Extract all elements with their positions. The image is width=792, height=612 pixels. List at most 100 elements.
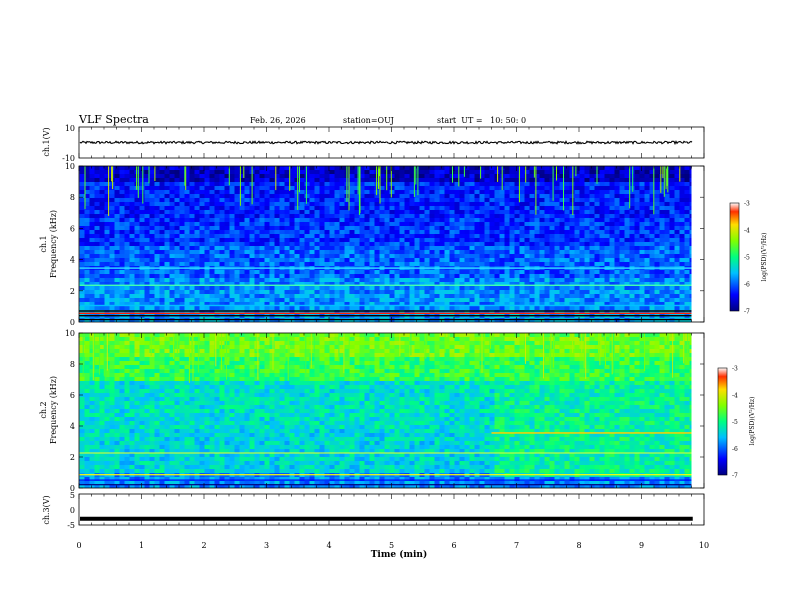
spectrogram-cell <box>689 198 692 202</box>
spectrogram-cell <box>674 198 680 202</box>
spectrogram-cell <box>179 290 185 294</box>
spectrogram-cell <box>549 274 555 278</box>
spectrogram-cell <box>234 282 240 286</box>
spectrogram-cell <box>259 254 265 258</box>
spectrogram-cell <box>454 270 460 274</box>
spectrogram-cell <box>114 242 120 246</box>
spectrogram-cell <box>359 242 365 246</box>
spectrogram-cell <box>574 190 580 194</box>
spectrogram-cell <box>264 178 270 182</box>
spectrogram-cell <box>194 250 200 254</box>
spectrogram-cell <box>459 290 465 294</box>
spectrogram-cell <box>639 250 645 254</box>
spectrogram-cell <box>364 306 370 310</box>
spectrogram-cell <box>214 250 220 254</box>
spectrogram-cell <box>584 302 590 306</box>
spectrogram-cell <box>189 206 195 210</box>
spectrogram-cell <box>294 302 300 306</box>
spectrogram-cell <box>529 222 535 226</box>
spectrogram-cell <box>584 182 590 186</box>
spectrogram-cell <box>354 218 360 222</box>
spectrogram-cell <box>229 258 235 262</box>
spectrogram-cell <box>644 210 650 214</box>
spectrogram-cell <box>429 218 435 222</box>
spectrogram-cell <box>84 198 90 202</box>
sferic-streak <box>518 166 520 203</box>
spectrogram-cell <box>114 202 120 206</box>
spectrogram-cell <box>629 310 635 314</box>
spectrogram-cell <box>524 210 530 214</box>
spectrogram-cell <box>609 238 615 242</box>
spectrogram-cell <box>669 210 675 214</box>
spectrogram-cell <box>204 298 210 302</box>
spectrogram-cell <box>234 278 240 282</box>
spectrogram-cell <box>649 230 655 234</box>
spectrogram-cell <box>569 170 575 174</box>
spectrogram-cell <box>349 202 355 206</box>
spectrogram-cell <box>684 170 690 174</box>
spectrogram-cell <box>424 230 430 234</box>
spectrogram-cell <box>419 254 425 258</box>
spectrogram-cell <box>269 202 275 206</box>
spectrogram-cell <box>199 194 205 198</box>
spectrogram-cell <box>224 190 230 194</box>
spectrogram-cell <box>89 246 95 250</box>
spectrogram-cell <box>579 218 585 222</box>
spectrogram-cell <box>514 178 520 182</box>
spectrogram-cell <box>409 270 415 274</box>
spectrogram-cell <box>454 250 460 254</box>
spectrogram-cell <box>159 298 165 302</box>
spectrogram-cell <box>669 186 675 190</box>
spectrogram-cell <box>429 198 435 202</box>
spectrogram-cell <box>599 178 605 182</box>
spectrogram-cell <box>589 286 595 290</box>
spectrogram-cell <box>294 246 300 250</box>
spectrogram-cell <box>394 258 400 262</box>
spectrogram-cell <box>634 210 640 214</box>
spectrogram-cell <box>404 262 410 266</box>
spectrogram-cell <box>554 182 560 186</box>
spectrogram-cell <box>549 186 555 190</box>
spectrogram-cell <box>309 186 315 190</box>
spectrogram-cell <box>444 198 450 202</box>
spectrogram-cell <box>634 302 640 306</box>
spectrogram-cell <box>134 214 140 218</box>
spectrogram-cell <box>414 250 420 254</box>
spectrogram-cell <box>539 226 545 230</box>
spectrogram-cell <box>319 274 325 278</box>
spectrogram-cell <box>519 202 525 206</box>
spectrogram-cell <box>549 234 555 238</box>
spectrogram-cell <box>334 178 340 182</box>
spectrogram-cell <box>524 170 530 174</box>
spectrogram-cell <box>589 206 595 210</box>
sferic-streak <box>148 166 150 184</box>
spectrogram-cell <box>124 306 130 310</box>
spectrogram-cell <box>539 250 545 254</box>
spectrogram-cell <box>289 242 295 246</box>
spectrogram-cell <box>84 182 90 186</box>
spectrogram-cell <box>539 174 545 178</box>
spectrogram-cell <box>224 298 230 302</box>
spectrogram-cell <box>579 254 585 258</box>
spectrogram-cell <box>324 190 330 194</box>
spectrogram-cell <box>119 250 125 254</box>
spectrogram-cell <box>109 186 115 190</box>
spectrogram-cell <box>459 278 465 282</box>
spectrogram-cell <box>649 278 655 282</box>
spectrogram-cell <box>549 294 555 298</box>
spectrogram-cell <box>674 282 680 286</box>
spectrogram-cell <box>244 310 250 314</box>
spectrogram-cell <box>529 230 535 234</box>
spectrogram-cell <box>224 250 230 254</box>
spectrogram-cell <box>144 282 150 286</box>
spectrogram-cell <box>444 254 450 258</box>
spectrogram-cell <box>669 198 675 202</box>
spectrogram-cell <box>429 190 435 194</box>
spectrogram-cell <box>144 206 150 210</box>
spectrogram-cell <box>649 290 655 294</box>
spectrogram-cell <box>334 262 340 266</box>
spectrogram-cell <box>524 302 530 306</box>
spectrogram-cell <box>654 234 660 238</box>
spectrogram-cell <box>309 270 315 274</box>
spectrogram-cell <box>474 298 480 302</box>
